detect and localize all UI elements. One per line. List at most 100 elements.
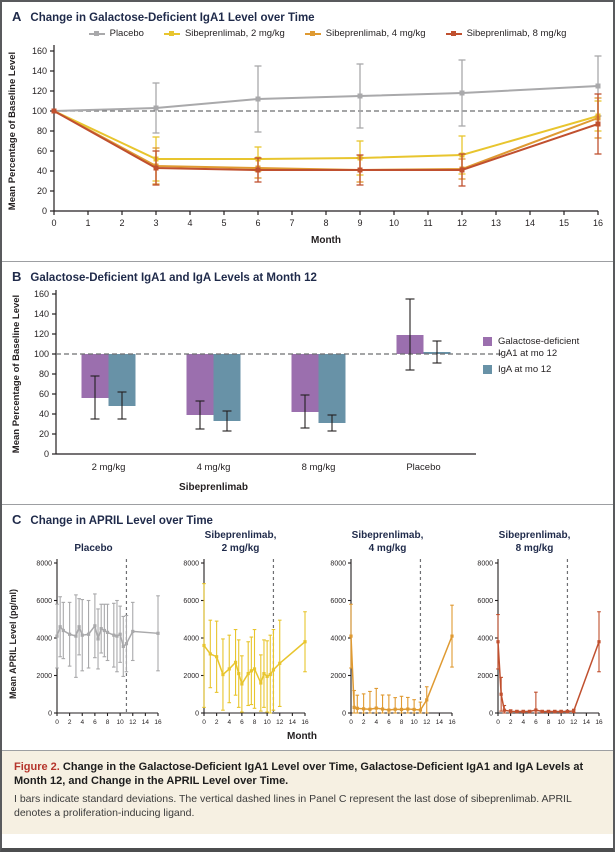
svg-text:6: 6 — [387, 719, 391, 726]
svg-text:12: 12 — [423, 719, 431, 726]
svg-text:4: 4 — [227, 719, 231, 726]
panel-c-header: C Change in APRIL Level over Time — [2, 505, 613, 527]
svg-text:8: 8 — [400, 719, 404, 726]
svg-text:14: 14 — [525, 218, 535, 228]
panel-a-letter: A — [12, 9, 22, 24]
svg-text:10: 10 — [264, 719, 272, 726]
svg-text:0: 0 — [51, 218, 56, 228]
subplot-placebo-title: Placebo — [74, 542, 113, 554]
placebo-line-marker-icon — [88, 31, 105, 36]
subplot-4mg: Sibeprenlimab, 4 mg/kg 0 2000 4000 6000 8000 0… — [314, 527, 461, 729]
svg-text:160: 160 — [32, 46, 47, 56]
svg-text:14: 14 — [289, 719, 297, 726]
svg-text:0: 0 — [342, 711, 346, 718]
svg-text:8000: 8000 — [36, 561, 52, 568]
svg-text:6: 6 — [255, 218, 260, 228]
panel-b-chart: 0 20 40 60 80 100 120 140 160 Mean Percentage of … — [11, 289, 502, 493]
svg-text:8: 8 — [323, 218, 328, 228]
svg-text:0: 0 — [195, 711, 199, 718]
svg-text:10: 10 — [117, 719, 125, 726]
svg-text:Month: Month — [311, 235, 341, 246]
svg-text:8000: 8000 — [330, 561, 346, 568]
svg-text:120: 120 — [32, 86, 47, 96]
svg-text:14: 14 — [142, 719, 150, 726]
subplot-8mg-chart: 0 2000 4000 6000 8000 0 2 4 6 8 10 12 14 16 — [477, 559, 603, 726]
panel-b: B Galactose-Deficient IgA1 and IgA Level… — [2, 261, 613, 504]
svg-text:2000: 2000 — [330, 673, 346, 680]
svg-text:3: 3 — [153, 218, 158, 228]
legend-label-placebo: Placebo — [109, 28, 144, 39]
svg-text:6000: 6000 — [36, 598, 52, 605]
panel-c-x-axis-label: Month — [287, 731, 317, 742]
svg-text:8 mg/kg: 8 mg/kg — [302, 462, 336, 473]
svg-text:6000: 6000 — [330, 598, 346, 605]
svg-text:2: 2 — [215, 719, 219, 726]
svg-text:2: 2 — [509, 719, 513, 726]
subplot-8mg: Sibeprenlimab, 8 mg/kg 0 2000 4000 6000 8000 0… — [461, 527, 608, 729]
subplot-4mg-title: Sibeprenlimab, 4 mg/kg — [351, 530, 424, 554]
svg-text:13: 13 — [491, 218, 501, 228]
svg-text:12: 12 — [129, 719, 137, 726]
svg-text:2: 2 — [362, 719, 366, 726]
svg-text:0: 0 — [48, 711, 52, 718]
panel-b-header: B Galactose-Deficient IgA1 and IgA Level… — [2, 262, 613, 284]
panel-b-title: Galactose-Deficient IgA1 and IgA Levels … — [30, 272, 317, 284]
svg-text:140: 140 — [32, 66, 47, 76]
subplot-placebo: Placebo 0 2000 4000 6000 8000 0 2 4 6 8 10 12 14 16 — [20, 527, 167, 729]
svg-text:4000: 4000 — [36, 636, 52, 643]
svg-text:100: 100 — [34, 349, 49, 359]
svg-text:100: 100 — [32, 106, 47, 116]
svg-text:6: 6 — [93, 719, 97, 726]
svg-text:0: 0 — [202, 719, 206, 726]
svg-text:4: 4 — [80, 719, 84, 726]
svg-text:0: 0 — [349, 719, 353, 726]
svg-text:4000: 4000 — [183, 636, 199, 643]
svg-text:60: 60 — [39, 389, 49, 399]
panel-a-legend: Placebo Sibeprenlimab, 2 mg/kg Sibeprenl… — [42, 28, 613, 39]
8mg-line-marker-icon — [445, 31, 462, 36]
panel-c-title: Change in APRIL Level over Time — [30, 515, 213, 527]
svg-text:10: 10 — [389, 218, 399, 228]
svg-text:2000: 2000 — [477, 673, 493, 680]
svg-text:12: 12 — [276, 719, 284, 726]
2mg-line-marker-icon — [163, 31, 180, 36]
figure-caption: Figure 2. Change in the Galactose-Defici… — [2, 750, 613, 834]
svg-text:8: 8 — [106, 719, 110, 726]
panel-a-header: A Change in Galactose-Deficient IgA1 Lev… — [2, 2, 613, 24]
svg-text:Sibeprenlimab: Sibeprenlimab — [179, 482, 248, 493]
panel-c: C Change in APRIL Level over Time Mean A… — [2, 504, 613, 750]
svg-text:14: 14 — [583, 719, 591, 726]
svg-text:2 mg/kg: 2 mg/kg — [92, 462, 126, 473]
iga-swatch-icon — [483, 364, 492, 374]
svg-text:6: 6 — [240, 719, 244, 726]
svg-text:1: 1 — [85, 218, 90, 228]
legend-label-iga: IgA at mo 12 — [498, 363, 552, 375]
svg-text:15: 15 — [559, 218, 569, 228]
svg-text:16: 16 — [593, 218, 603, 228]
svg-text:160: 160 — [34, 289, 49, 299]
svg-text:16: 16 — [301, 719, 309, 726]
legend-label-4mg: Sibeprenlimab, 4 mg/kg — [325, 28, 426, 39]
svg-text:10: 10 — [558, 719, 566, 726]
svg-text:0: 0 — [44, 449, 49, 459]
svg-text:20: 20 — [39, 429, 49, 439]
svg-text:0: 0 — [489, 711, 493, 718]
svg-text:60: 60 — [37, 146, 47, 156]
legend-item-gd-iga1: Galactose-deficient IgA1 at mo 12 — [483, 336, 601, 360]
svg-text:Placebo: Placebo — [406, 462, 440, 473]
svg-text:80: 80 — [39, 369, 49, 379]
caption-title-text: Change in the Galactose-Deficient IgA1 L… — [14, 761, 584, 788]
subplot-placebo-chart: 0 2000 4000 6000 8000 0 2 4 6 8 10 12 14 16 — [36, 559, 162, 726]
svg-text:8: 8 — [253, 719, 257, 726]
svg-text:4000: 4000 — [477, 636, 493, 643]
svg-text:0: 0 — [55, 719, 59, 726]
panel-a-title: Change in Galactose-Deficient IgA1 Level… — [30, 12, 315, 24]
svg-text:10: 10 — [411, 719, 419, 726]
panel-c-subplots: Mean APRIL Level (pg/ml) Placebo 0 2000 40… — [2, 527, 613, 729]
caption-body: I bars indicate standard deviations. The… — [14, 792, 572, 819]
svg-text:2000: 2000 — [36, 673, 52, 680]
panel-a: A Change in Galactose-Deficient IgA1 Lev… — [2, 2, 613, 261]
svg-text:4000: 4000 — [330, 636, 346, 643]
